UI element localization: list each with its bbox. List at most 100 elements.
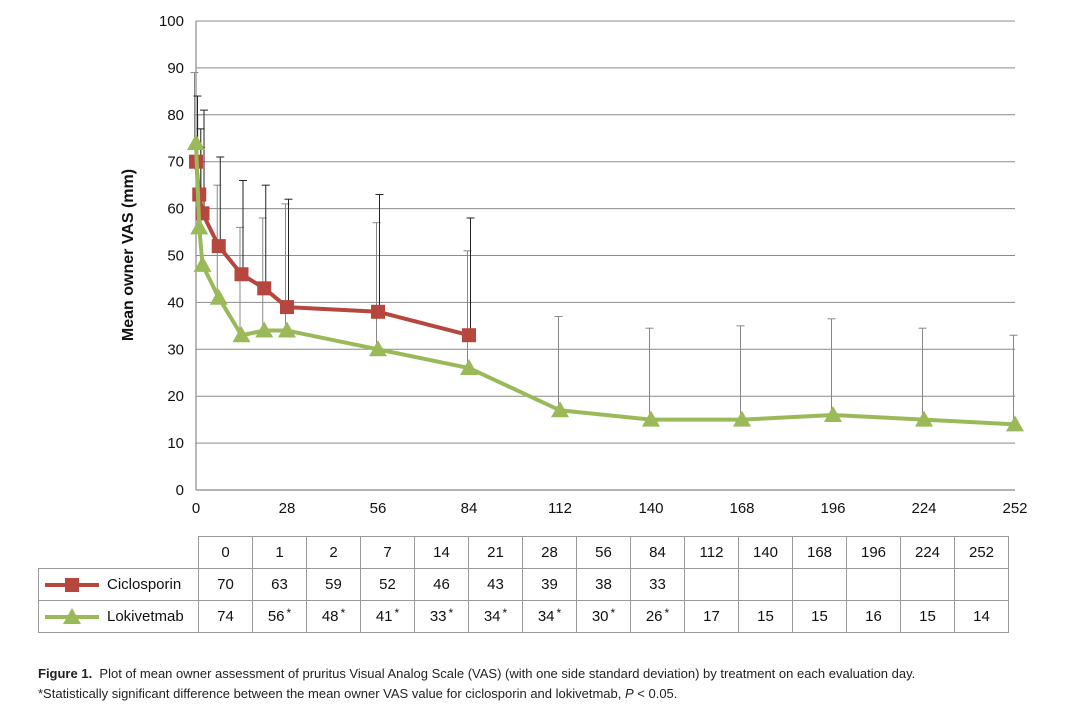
table-cell: 33 [630, 568, 685, 601]
caption-p: P [625, 686, 634, 701]
legend-entry-ciclosporin: Ciclosporin [38, 568, 199, 601]
gridlines [196, 20, 1015, 444]
table-cell: 39 [522, 568, 577, 601]
cell-value: 46 [433, 576, 450, 593]
cell-value: 30 [591, 608, 609, 625]
table-day-252: 252 [954, 536, 1009, 569]
caption-line-2: *Statistically significant difference be… [38, 684, 1078, 704]
legend-label: Ciclosporin [107, 575, 182, 593]
point-lokivetmab-day-84 [460, 359, 478, 376]
table-cell: 38 [576, 568, 631, 601]
x-tick-28: 28 [279, 500, 296, 517]
cell-value: 15 [919, 608, 936, 625]
point-ciclosporin-day-28 [280, 300, 294, 315]
cell-value: 16 [865, 608, 882, 625]
y-tick-50: 50 [167, 248, 184, 265]
caption-threshold: < 0.05. [633, 686, 678, 701]
table-cell [684, 568, 739, 601]
point-lokivetmab-day-7 [209, 288, 228, 305]
table-day-84: 84 [630, 536, 685, 569]
cell-value: 43 [487, 576, 504, 593]
table-day-196: 196 [846, 536, 901, 569]
y-tick-90: 90 [167, 60, 184, 77]
table-cell [954, 568, 1009, 601]
table-cell: 16 [846, 600, 901, 633]
point-lokivetmab-day-2 [193, 255, 212, 272]
table-day-7: 7 [360, 536, 415, 569]
point-lokivetmab-day-196 [824, 405, 842, 422]
legend-label: Lokivetmab [107, 607, 184, 625]
cell-value: 74 [217, 608, 234, 625]
table-cell [900, 568, 955, 601]
table-cell: 33 * [414, 600, 469, 633]
significance-star: * [286, 606, 292, 620]
significance-star: * [556, 606, 562, 620]
cell-value: 26 [645, 608, 663, 625]
series-line-lokivetmab [194, 142, 1016, 427]
legend-entry-lokivetmab: Lokivetmab [38, 600, 199, 633]
point-lokivetmab-day-1 [190, 218, 209, 235]
table-cell: 30 * [576, 600, 631, 633]
table-day-140: 140 [738, 536, 793, 569]
table-cell: 34 * [522, 600, 577, 633]
table-cell: 59 [306, 568, 361, 601]
error-bars [190, 72, 1018, 425]
cell-value: 70 [217, 576, 234, 593]
table-cell: 70 [198, 568, 253, 601]
series-lines [187, 133, 1024, 432]
figure-caption: Figure 1. Plot of mean owner assessment … [38, 664, 1078, 704]
y-tick-100: 100 [159, 13, 184, 30]
point-lokivetmab-day-28 [278, 321, 296, 338]
table-cell: 43 [468, 568, 523, 601]
caption-line-1: Figure 1. Plot of mean owner assessment … [38, 664, 1078, 684]
point-lokivetmab-day-112 [551, 401, 569, 418]
table-cell [792, 568, 847, 601]
point-ciclosporin-day-21 [257, 281, 272, 296]
x-tick-56: 56 [370, 500, 387, 517]
point-ciclosporin-day-84 [462, 328, 476, 343]
point-lokivetmab-day-14 [232, 326, 251, 343]
x-tick-252: 252 [1002, 500, 1027, 517]
table-cell: 56 * [252, 600, 307, 633]
legend-key-lokivetmab [45, 607, 99, 624]
caption-label: Figure 1. [38, 666, 93, 681]
cell-value: 17 [703, 608, 720, 625]
table-cell: 17 [684, 600, 739, 633]
table-cell: 15 [792, 600, 847, 633]
cell-value: 34 [537, 608, 555, 625]
cell-value: 56 [267, 608, 285, 625]
point-ciclosporin-day-14 [234, 267, 249, 282]
cell-value: 34 [483, 608, 501, 625]
y-tick-labels: 0 10 20 30 40 50 60 70 80 90 100 [159, 13, 184, 499]
cell-value: 38 [595, 576, 612, 593]
cell-value: 15 [811, 608, 828, 625]
cell-value: 48 [321, 608, 339, 625]
x-tick-196: 196 [820, 500, 845, 517]
significance-star: * [610, 606, 616, 620]
x-tick-140: 140 [638, 500, 663, 517]
cell-value: 14 [973, 608, 990, 625]
x-tick-224: 224 [911, 500, 936, 517]
significance-star: * [664, 606, 670, 620]
cell-value: 39 [541, 576, 558, 593]
data-table: 0 1 2 7 14 21 28 56 84 112 140 168 196 224 252 Ciclospo… [38, 536, 1009, 633]
cell-value: 52 [379, 576, 396, 593]
x-tick-labels: 0 28 56 84 112 140 168 196 224 252 [192, 500, 1028, 517]
caption-text: Plot of mean owner assessment of pruritu… [99, 666, 916, 681]
vas-line-chart: 0 10 20 30 40 50 60 70 80 90 100 0 28 56 84 112 140 168 1… [120, 13, 1028, 517]
y-tick-10: 10 [167, 435, 184, 452]
point-lokivetmab-day-224 [915, 410, 933, 427]
table-cell: 52 [360, 568, 415, 601]
y-tick-80: 80 [167, 107, 184, 124]
y-tick-30: 30 [167, 341, 184, 358]
series-line-ciclosporin [194, 161, 470, 338]
x-tick-168: 168 [729, 500, 754, 517]
table-cell: 14 [954, 600, 1009, 633]
point-lokivetmab-day-140 [642, 410, 660, 427]
table-day-14: 14 [414, 536, 469, 569]
y-tick-20: 20 [167, 388, 184, 405]
table-cell [738, 568, 793, 601]
table-day-112: 112 [684, 536, 739, 569]
significance-star: * [394, 606, 400, 620]
table-corner [38, 536, 199, 569]
